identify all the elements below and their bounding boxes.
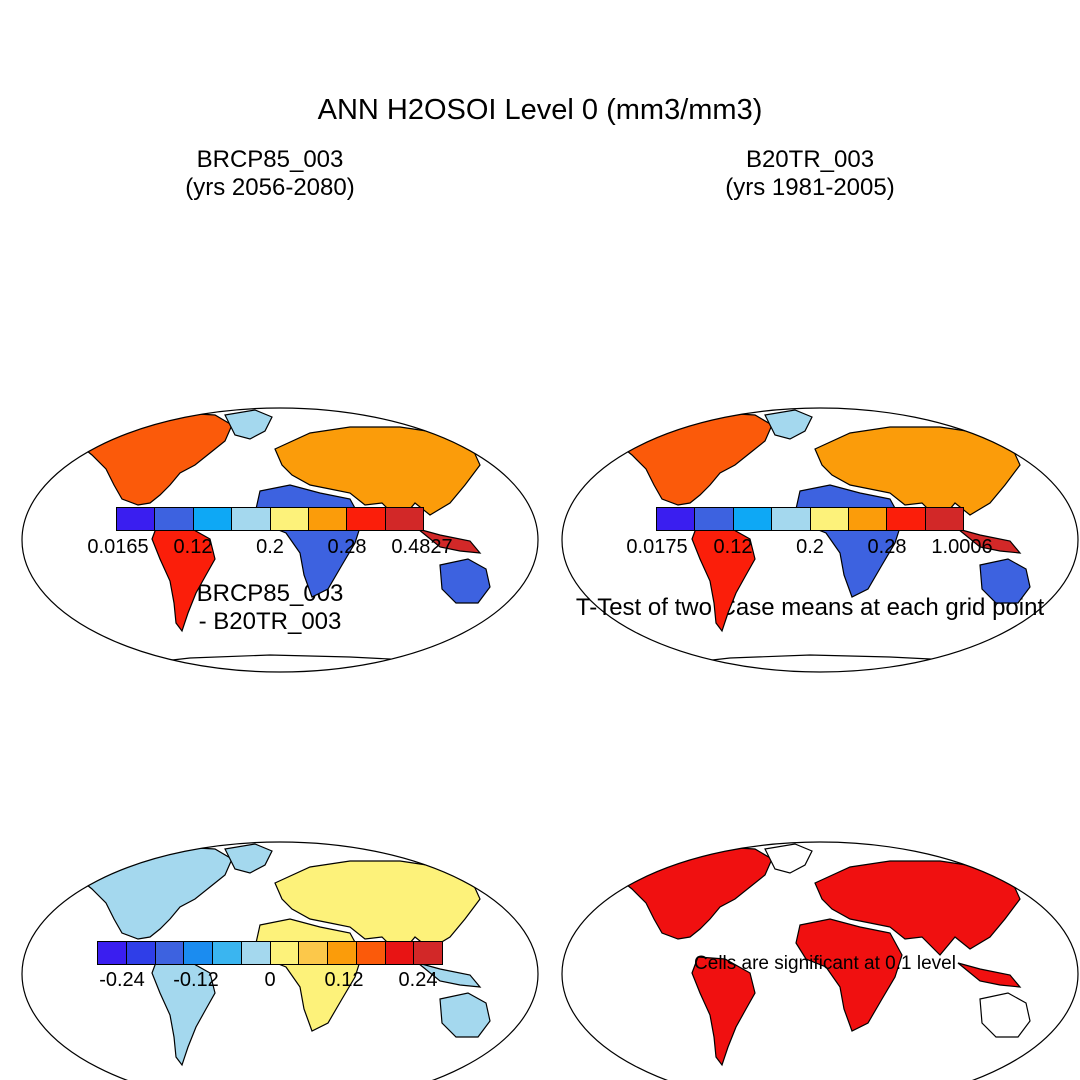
colorbar-swatch [385, 508, 423, 530]
colorbar-swatch [184, 942, 213, 964]
landmass-northAmerica [70, 846, 233, 940]
panel3-title-line2: - B20TR_003 [198, 608, 342, 635]
landmass-greenland [764, 409, 813, 440]
colorbar-tick: 0.28 [867, 536, 907, 558]
panel3-title-line1: BRCP85_003 [196, 580, 344, 607]
landmass-africa [795, 918, 903, 1032]
colorbar-swatch [356, 942, 386, 964]
landmass-australia [979, 558, 1031, 604]
colorbar-tick: 0.12 [173, 536, 213, 558]
landmass-seAsia [417, 528, 482, 554]
map-panel-ttest [561, 841, 1079, 1080]
colorbar-swatch [848, 508, 888, 530]
colorbar-tick: -0.24 [99, 969, 145, 991]
colorbar-b20tr [656, 507, 964, 531]
panel2-title-line1: B20TR_003 [745, 146, 875, 173]
map-panel-brcp85 [21, 407, 539, 673]
landmass-greenland [224, 843, 273, 874]
colorbar-tick: -0.12 [173, 969, 219, 991]
colorbar-swatch [232, 508, 271, 530]
colorbar-swatch [657, 508, 696, 530]
colorbar-swatch [810, 508, 849, 530]
colorbar-swatch [270, 508, 309, 530]
map-boundary [561, 407, 1079, 673]
colorbar-swatch [117, 508, 156, 530]
colorbar-swatch [414, 942, 442, 964]
panel4-title: T-Test of two Case means at each grid po… [575, 594, 1045, 621]
colorbar-tick: 1.0006 [931, 536, 993, 558]
colorbar-tick: 0.0165 [87, 536, 149, 558]
colorbar-difference [97, 941, 443, 965]
landmass-southAmerica [691, 522, 756, 633]
landmass-europeAsia [814, 860, 1021, 956]
landmass-southAmerica [151, 956, 216, 1067]
colorbar-swatch [126, 942, 156, 964]
map-boundary [21, 407, 539, 673]
map-panel-b20tr [561, 407, 1079, 673]
panel1-title-line1: BRCP85_003 [196, 146, 344, 173]
landmass-australia [439, 992, 491, 1038]
figure-title: ANN H2OSOI Level 0 (mm3/mm3) [317, 94, 763, 126]
colorbar-swatch [213, 942, 242, 964]
colorbar-swatch [299, 942, 328, 964]
colorbar-tick: 0.2 [256, 536, 284, 558]
map-boundary [561, 841, 1079, 1080]
colorbar-swatch [925, 508, 963, 530]
significance-note: Cells are significant at 0.1 level [694, 953, 956, 974]
colorbar-tick: 0 [264, 969, 276, 991]
colorbar-swatch [155, 942, 185, 964]
landmass-seAsia [957, 528, 1022, 554]
landmass-southAmerica [151, 522, 216, 633]
colorbar-swatch [772, 508, 811, 530]
colorbar-swatch [308, 508, 348, 530]
colorbar-tick: 0.2 [796, 536, 824, 558]
colorbar-tick: 0.24 [398, 969, 438, 991]
panel1-title-line2: (yrs 2056-2080) [185, 174, 355, 201]
colorbar-swatch [155, 508, 194, 530]
colorbar-swatch [98, 942, 127, 964]
colorbar-tick: 0.12 [713, 536, 753, 558]
colorbar-tick: 0.28 [327, 536, 367, 558]
colorbar-swatch [241, 942, 271, 964]
landmass-seAsia [957, 962, 1022, 988]
landmass-greenland [224, 409, 273, 440]
map-boundary [21, 841, 539, 1080]
colorbar-swatch [270, 942, 300, 964]
colorbar-swatch [347, 508, 386, 530]
landmass-northAmerica [610, 412, 773, 506]
landmass-northAmerica [610, 846, 773, 940]
colorbar-swatch [328, 942, 357, 964]
colorbar-tick: 0.12 [324, 969, 364, 991]
landmass-australia [979, 992, 1031, 1038]
colorbar-swatch [385, 942, 415, 964]
colorbar-brcp85 [116, 507, 424, 531]
colorbar-swatch [887, 508, 926, 530]
colorbar-swatch [193, 508, 233, 530]
landmass-northAmerica [70, 412, 233, 506]
landmass-australia [439, 558, 491, 604]
landmass-greenland [764, 843, 813, 874]
map-panel-difference [21, 841, 539, 1080]
colorbar-swatch [695, 508, 734, 530]
panel2-title-line2: (yrs 1981-2005) [725, 174, 895, 201]
colorbar-tick: 0.4827 [391, 536, 453, 558]
colorbar-swatch [733, 508, 773, 530]
colorbar-tick: 0.0175 [626, 536, 688, 558]
landmass-southAmerica [691, 956, 756, 1067]
landmass-seAsia [417, 962, 482, 988]
